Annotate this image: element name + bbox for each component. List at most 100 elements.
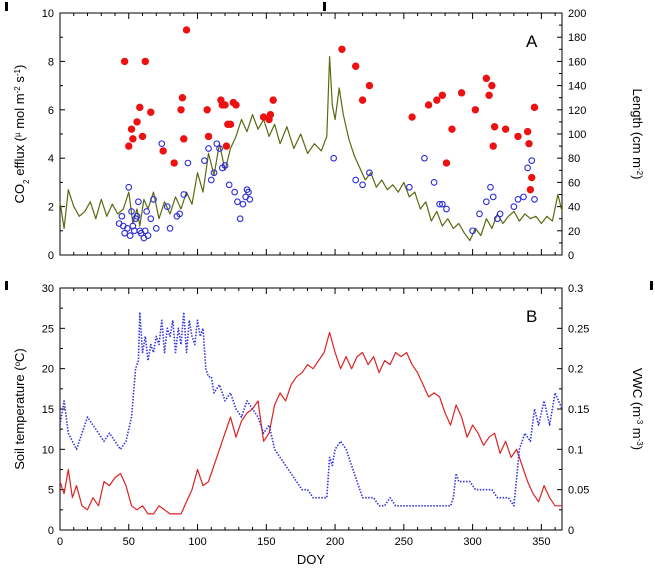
y-left-tick-label: 20 bbox=[42, 364, 54, 376]
open-point bbox=[366, 169, 373, 177]
y-left-title-co2-part: s bbox=[12, 76, 27, 87]
open-point bbox=[330, 154, 338, 162]
open-point bbox=[124, 225, 131, 232]
open-point bbox=[496, 210, 504, 218]
filled-point bbox=[338, 45, 346, 53]
open-point bbox=[126, 232, 134, 239]
x-tick-label: 150 bbox=[257, 536, 275, 548]
open-point bbox=[128, 208, 135, 215]
filled-point bbox=[525, 139, 533, 148]
filled-point bbox=[170, 159, 178, 167]
y-left-title-co2-part: -1 bbox=[13, 68, 22, 76]
filled-point bbox=[501, 125, 510, 133]
filled-point bbox=[226, 120, 235, 129]
y-right-tick-label: 0.15 bbox=[568, 404, 589, 416]
filled-point bbox=[129, 135, 137, 143]
filled-point bbox=[136, 103, 144, 112]
filled-point bbox=[365, 81, 374, 90]
y-right-title-part: -3 bbox=[636, 439, 645, 447]
filled-point bbox=[482, 74, 491, 83]
y-left-title-co2-part: efflux ( bbox=[12, 136, 27, 179]
open-point bbox=[163, 203, 171, 210]
filled-point bbox=[221, 101, 229, 109]
filled-point bbox=[120, 57, 129, 66]
y-right-tick-label: 180 bbox=[568, 32, 586, 44]
filled-point bbox=[424, 101, 433, 109]
filled-point bbox=[490, 123, 499, 131]
panel-label: B bbox=[526, 307, 537, 326]
open-point bbox=[144, 232, 152, 239]
open-point bbox=[152, 225, 160, 232]
soil-temperature-line bbox=[59, 331, 562, 515]
open-point bbox=[150, 195, 157, 203]
open-point bbox=[216, 145, 223, 152]
y-right-title-part: -3 bbox=[636, 417, 645, 425]
y-left-title-part: C) bbox=[12, 348, 27, 362]
open-point bbox=[201, 157, 208, 164]
y-right-tick-label: 0.05 bbox=[568, 485, 589, 497]
filled-point bbox=[351, 62, 360, 70]
y-left-tick-label: 6 bbox=[48, 105, 54, 117]
x-tick-label: 200 bbox=[326, 536, 344, 548]
corner-mark bbox=[5, 2, 8, 11]
corner-mark bbox=[5, 281, 8, 290]
y-right-title: Length (cm m-2) bbox=[630, 89, 645, 180]
filled-point bbox=[133, 118, 141, 126]
filled-point bbox=[232, 101, 240, 109]
filled-point bbox=[177, 106, 185, 114]
y-left-tick-label: 30 bbox=[42, 283, 54, 295]
x-tick-label: 250 bbox=[395, 536, 413, 548]
y-right-tick-label: 0.1 bbox=[568, 444, 583, 456]
open-point bbox=[180, 191, 188, 198]
open-point bbox=[176, 210, 184, 218]
open-point bbox=[184, 159, 192, 167]
filled-point bbox=[471, 106, 480, 114]
filled-point bbox=[269, 96, 277, 104]
filled-point bbox=[448, 125, 456, 133]
open-point bbox=[443, 205, 450, 213]
filled-point bbox=[180, 135, 188, 143]
filled-point bbox=[485, 91, 493, 99]
y-right-tick-label: 160 bbox=[568, 56, 586, 68]
open-point bbox=[487, 183, 494, 191]
filled-point bbox=[222, 142, 231, 150]
filled-point bbox=[125, 142, 133, 150]
open-point bbox=[246, 195, 254, 203]
y-right-title-part: ) bbox=[630, 175, 645, 179]
filled-point bbox=[408, 113, 416, 121]
open-point bbox=[221, 162, 229, 169]
open-point bbox=[430, 179, 438, 186]
open-point bbox=[438, 200, 446, 208]
open-point bbox=[207, 176, 215, 184]
panel-B: 0 50 100 150 200 250 300 350DOY05101520253000.0… bbox=[42, 283, 590, 567]
y-right-tick-label: 80 bbox=[568, 153, 580, 165]
x-tick-label: 300 bbox=[463, 536, 481, 548]
filled-point bbox=[204, 132, 213, 141]
filled-point bbox=[178, 94, 187, 102]
co2-efflux-line bbox=[59, 56, 563, 242]
open-point bbox=[483, 198, 490, 206]
open-point bbox=[520, 193, 527, 201]
filled-point bbox=[127, 125, 136, 133]
y-right-title-part: Length (cm m bbox=[630, 89, 645, 168]
y-right-tick-label: 0 bbox=[568, 525, 574, 537]
open-point bbox=[236, 215, 244, 223]
y-right-title-part: -2 bbox=[636, 168, 645, 176]
open-point bbox=[234, 198, 241, 206]
open-point bbox=[141, 227, 149, 235]
filled-point bbox=[523, 127, 532, 136]
y-right-tick-label: 0.2 bbox=[568, 364, 583, 376]
y-left-tick-label: 15 bbox=[42, 404, 54, 416]
open-point bbox=[125, 183, 133, 191]
y-right-tick-label: 140 bbox=[568, 81, 586, 93]
open-point bbox=[239, 200, 247, 208]
open-point bbox=[405, 183, 413, 191]
y-left-title-co2-part: ) bbox=[12, 65, 27, 69]
open-point bbox=[524, 164, 531, 172]
open-point bbox=[225, 181, 233, 189]
y-right-tick-label: 120 bbox=[568, 105, 586, 117]
y-left-title-co2-part: µ bbox=[13, 132, 22, 137]
open-point bbox=[489, 193, 497, 201]
filled-point bbox=[138, 132, 147, 141]
